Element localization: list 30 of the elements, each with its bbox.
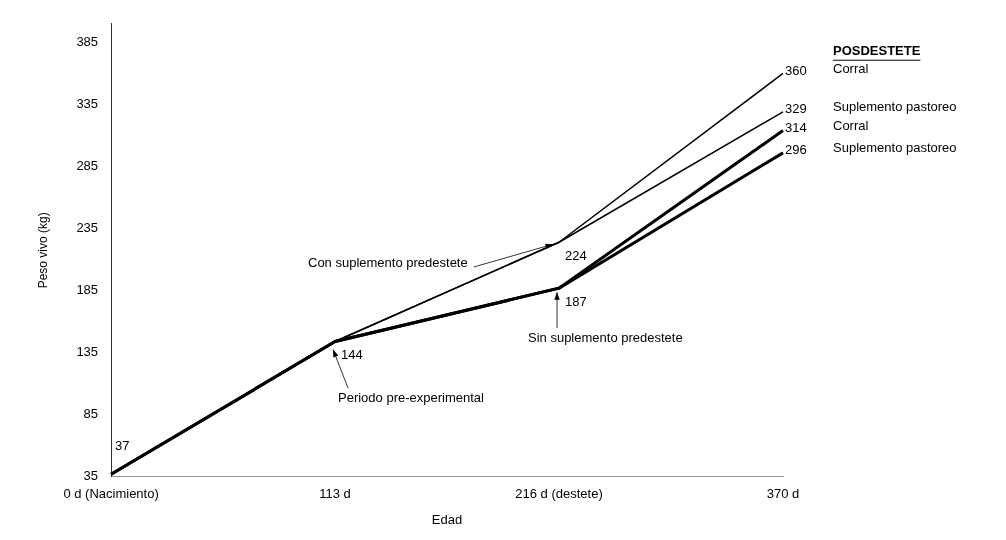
data-label: 329 (785, 101, 807, 117)
annotation: Con suplemento predestete (308, 254, 468, 270)
text: Suplemento pastoreo (833, 99, 957, 115)
data-label: 144 (341, 347, 363, 363)
data-label: 224 (565, 247, 587, 263)
y-tick-label: 235 (76, 220, 99, 236)
x-tick-label: 370 d (766, 486, 800, 502)
y-tick-label: 285 (76, 158, 99, 174)
text: Corral (833, 61, 869, 77)
y-tick-label: 85 (83, 406, 99, 422)
data-label: 187 (565, 293, 587, 309)
x-axis-title: Edad (431, 511, 463, 527)
x-tick-label: 216 d (destete) (515, 486, 603, 502)
y-tick-label: 35 (83, 468, 99, 484)
x-tick-label: 113 d (319, 486, 351, 502)
y-tick-label: 135 (76, 344, 99, 360)
text: Corral (833, 118, 869, 134)
text: Suplemento pastoreo (833, 140, 957, 156)
legend-title: POSDESTETE (833, 43, 921, 59)
y-tick-label: 185 (76, 282, 99, 298)
data-label: 296 (785, 142, 807, 158)
annotation: Sin suplemento predestete (528, 329, 683, 345)
y-axis-title: Peso vivo (kg) (35, 212, 50, 289)
data-label: 37 (115, 437, 130, 453)
y-tick-label: 385 (76, 33, 99, 49)
x-tick-label: 0 d (Nacimiento) (63, 486, 159, 502)
annotation: Periodo pre-experimental (338, 389, 485, 405)
y-tick-label: 335 (76, 96, 99, 112)
data-label: 314 (785, 120, 807, 136)
data-label: 360 (785, 63, 807, 79)
